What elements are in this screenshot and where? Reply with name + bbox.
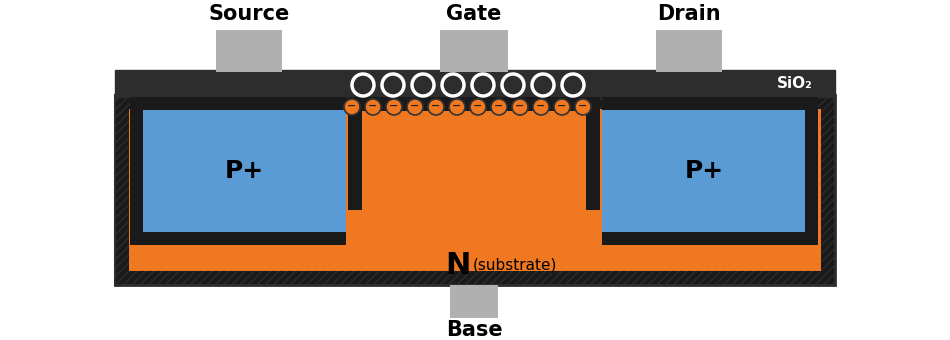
Circle shape (428, 99, 444, 115)
Text: SiO₂: SiO₂ (777, 75, 813, 90)
Text: −: − (473, 101, 483, 111)
Text: −: − (369, 101, 378, 111)
Text: −: − (558, 101, 567, 111)
Text: −: − (431, 101, 441, 111)
Bar (602, 97, 818, 245)
Text: P+: P+ (684, 159, 724, 183)
Text: Gate: Gate (446, 4, 502, 24)
Circle shape (533, 99, 549, 115)
Bar (143, 110, 346, 232)
Bar (656, 30, 722, 72)
Circle shape (407, 99, 423, 115)
Bar (115, 95, 835, 285)
Bar (115, 95, 835, 285)
Text: P+: P+ (224, 159, 263, 183)
Circle shape (491, 99, 507, 115)
Text: −: − (579, 101, 588, 111)
Bar (129, 109, 821, 271)
Bar (440, 30, 508, 72)
Circle shape (449, 99, 465, 115)
Circle shape (344, 99, 360, 115)
Circle shape (554, 99, 570, 115)
Bar (450, 285, 498, 318)
Bar (130, 97, 346, 245)
Text: (substrate): (substrate) (473, 257, 558, 272)
Bar (216, 30, 282, 72)
Circle shape (512, 99, 528, 115)
Text: −: − (390, 101, 399, 111)
Circle shape (470, 99, 486, 115)
Text: Drain: Drain (657, 4, 721, 24)
Text: −: − (537, 101, 545, 111)
Text: N: N (446, 251, 471, 279)
Bar (348, 97, 600, 210)
Text: Source: Source (208, 4, 290, 24)
Bar (115, 70, 835, 97)
Text: −: − (452, 101, 462, 111)
Circle shape (365, 99, 381, 115)
Circle shape (575, 99, 591, 115)
Bar (362, 111, 586, 210)
Text: −: − (515, 101, 524, 111)
Text: −: − (410, 101, 420, 111)
Text: Base: Base (446, 320, 503, 340)
Bar (602, 110, 805, 232)
Text: −: − (494, 101, 504, 111)
Text: −: − (348, 101, 356, 111)
Circle shape (386, 99, 402, 115)
